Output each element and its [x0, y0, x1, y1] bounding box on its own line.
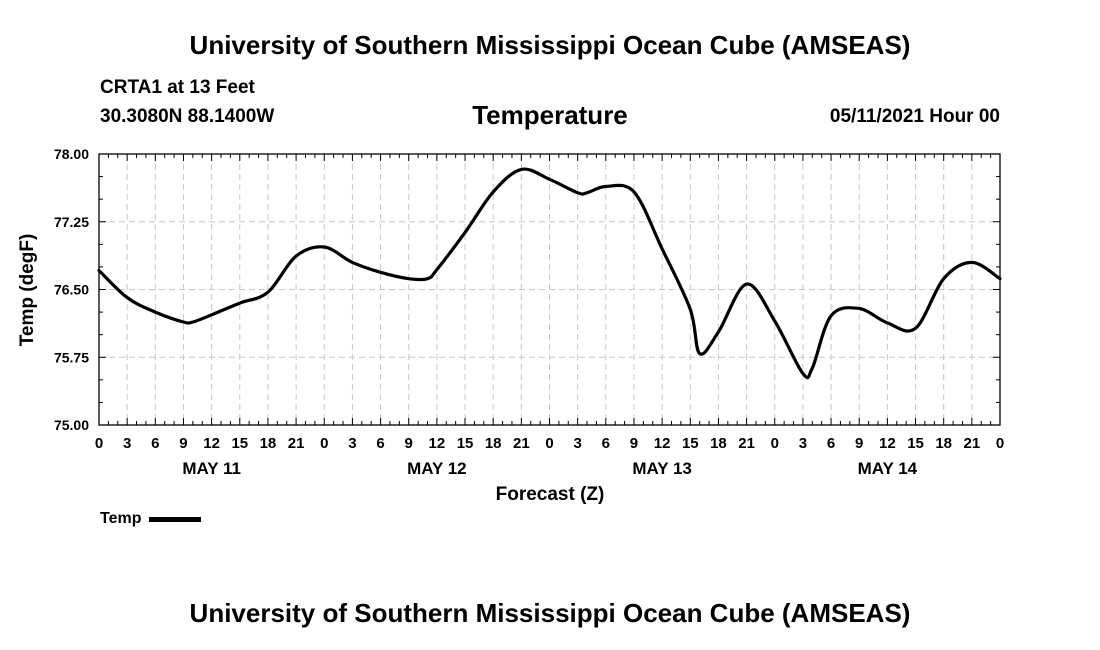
legend-label: Temp — [100, 510, 142, 527]
x-tick-label: 6 — [151, 435, 159, 452]
x-tick-label: 6 — [602, 435, 610, 452]
x-tick-label: 21 — [964, 435, 981, 452]
station-coordinates: 30.3080N 88.1400W — [100, 106, 275, 127]
footer-title: University of Southern Mississippi Ocean… — [189, 598, 911, 628]
legend: Temp — [100, 510, 202, 528]
x-tick-label: 21 — [288, 435, 305, 452]
date-label: MAY 11 — [182, 459, 241, 478]
x-tick-label: 12 — [429, 435, 446, 452]
y-tick-label: 77.25 — [54, 214, 89, 230]
x-tick-label: 12 — [654, 435, 671, 452]
axis-ticks — [98, 153, 1001, 426]
x-tick-label: 0 — [545, 435, 553, 452]
y-tick-label: 75.00 — [54, 417, 89, 433]
forecast-datetime: 05/11/2021 Hour 00 — [829, 106, 1000, 127]
x-tick-label: 0 — [95, 435, 103, 452]
x-tick-label: 0 — [320, 435, 328, 452]
x-tick-label: 6 — [827, 435, 835, 452]
x-tick-label: 9 — [405, 435, 413, 452]
date-label: MAY 13 — [632, 459, 692, 478]
x-tick-label: 3 — [799, 435, 807, 452]
date-label: MAY 14 — [858, 459, 918, 478]
page-title: University of Southern Mississippi Ocean… — [189, 30, 911, 60]
x-tick-label: 21 — [513, 435, 530, 452]
x-tick-label: 12 — [203, 435, 220, 452]
x-tick-label: 0 — [771, 435, 779, 452]
x-tick-label: 15 — [457, 435, 474, 452]
y-tick-label: 78.00 — [54, 146, 89, 162]
x-tick-label: 12 — [879, 435, 896, 452]
x-tick-label: 3 — [123, 435, 131, 452]
legend-line-swatch — [149, 516, 202, 522]
x-tick-label: 18 — [710, 435, 727, 452]
y-tick-label: 76.50 — [54, 282, 89, 298]
x-tick-label: 9 — [855, 435, 863, 452]
x-tick-label: 18 — [485, 435, 502, 452]
x-tick-label: 6 — [376, 435, 384, 452]
x-tick-label: 15 — [907, 435, 924, 452]
y-tick-label: 75.75 — [54, 349, 89, 365]
x-axis-label: Forecast (Z) — [496, 484, 605, 505]
x-tick-label: 9 — [630, 435, 638, 452]
x-tick-label: 15 — [231, 435, 248, 452]
x-tick-label: 3 — [573, 435, 581, 452]
x-tick-label: 21 — [738, 435, 755, 452]
x-tick-label: 0 — [996, 435, 1004, 452]
axis-labels: 0 3 6 9 12 15 18 21 0 3 6 9 12 15 18 21 0 3 6 9 12 15 18 21 0 3 6 9… — [54, 146, 1004, 478]
station-label: CRTA1 at 13 Feet — [100, 77, 255, 98]
x-tick-label: 18 — [935, 435, 952, 452]
y-axis-label: Temp (degF) — [17, 234, 38, 347]
x-tick-label: 3 — [348, 435, 356, 452]
grid-lines — [99, 154, 1000, 425]
chart-title: Temperature — [472, 100, 628, 130]
x-tick-label: 18 — [260, 435, 277, 452]
x-tick-label: 9 — [179, 435, 187, 452]
temp-series-line — [97, 167, 1002, 380]
x-tick-label: 15 — [682, 435, 699, 452]
date-label: MAY 12 — [407, 459, 467, 478]
